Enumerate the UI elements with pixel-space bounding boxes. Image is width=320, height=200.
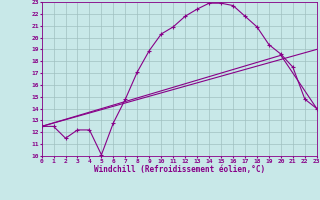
X-axis label: Windchill (Refroidissement éolien,°C): Windchill (Refroidissement éolien,°C) [94, 165, 265, 174]
